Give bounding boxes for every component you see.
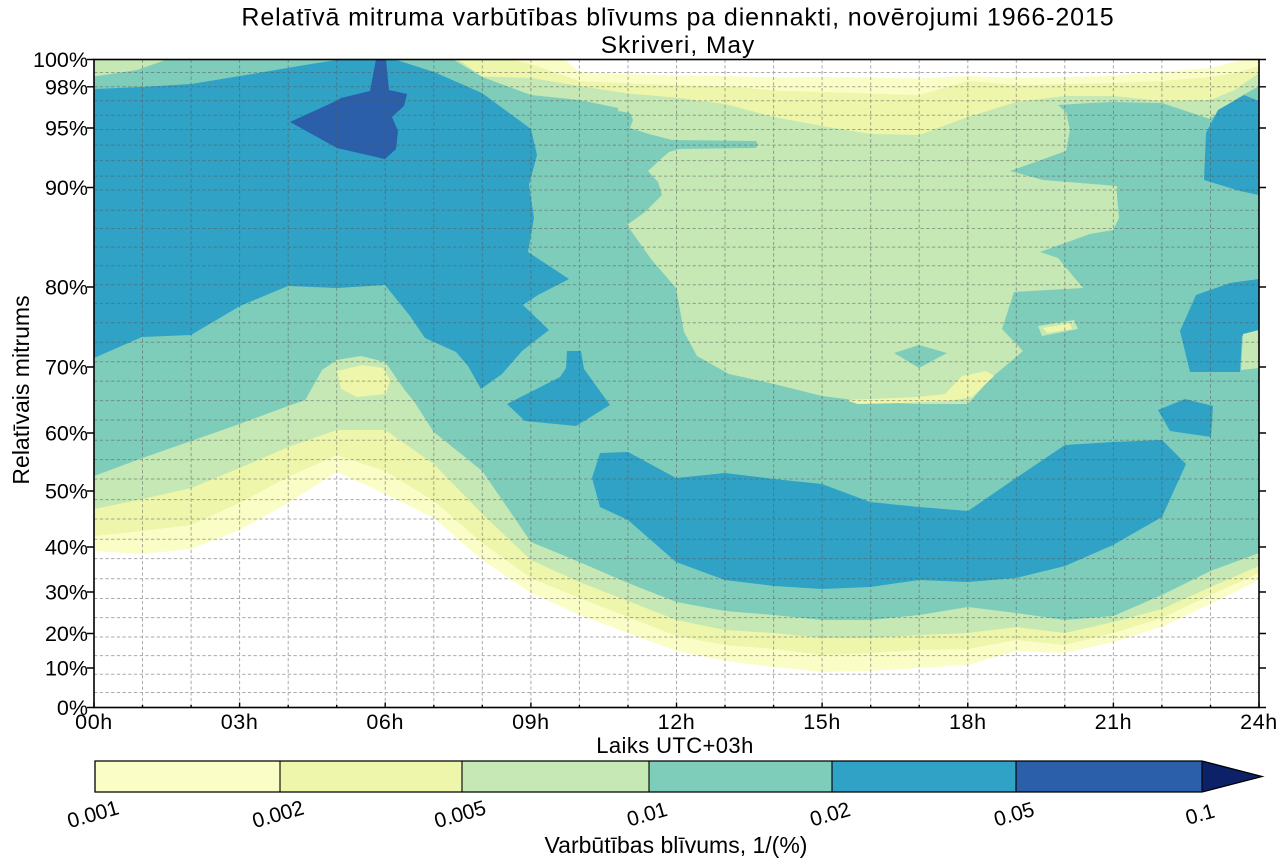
- svg-text:03h: 03h: [221, 710, 259, 734]
- svg-text:95%: 95%: [45, 117, 88, 141]
- svg-text:24h: 24h: [1240, 710, 1278, 734]
- svg-text:06h: 06h: [366, 710, 404, 734]
- svg-text:80%: 80%: [45, 276, 88, 300]
- svg-text:10%: 10%: [45, 657, 88, 681]
- svg-text:12h: 12h: [658, 710, 696, 734]
- svg-text:40%: 40%: [45, 536, 88, 560]
- svg-text:60%: 60%: [45, 422, 88, 446]
- svg-text:21h: 21h: [1095, 710, 1133, 734]
- svg-text:00h: 00h: [75, 710, 113, 734]
- svg-text:Laiks UTC+03h: Laiks UTC+03h: [596, 733, 753, 758]
- svg-text:15h: 15h: [803, 710, 841, 734]
- svg-text:09h: 09h: [512, 710, 550, 734]
- svg-text:98%: 98%: [45, 75, 88, 99]
- svg-text:20%: 20%: [45, 622, 88, 646]
- svg-text:Varbūtības blīvums, 1/(%): Varbūtības blīvums, 1/(%): [545, 832, 808, 858]
- svg-text:90%: 90%: [45, 176, 88, 200]
- svg-text:100%: 100%: [33, 48, 88, 72]
- svg-text:0%: 0%: [57, 696, 88, 720]
- svg-text:50%: 50%: [45, 480, 88, 504]
- svg-text:Relatīvā mitruma varbūtības bl: Relatīvā mitruma varbūtības blīvums pa d…: [241, 4, 1114, 32]
- svg-text:Relatīvais mitrums: Relatīvais mitrums: [8, 295, 34, 484]
- svg-text:18h: 18h: [949, 710, 987, 734]
- svg-text:30%: 30%: [45, 581, 88, 605]
- svg-text:Skriveri, May: Skriveri, May: [601, 32, 756, 59]
- svg-text:70%: 70%: [45, 356, 88, 380]
